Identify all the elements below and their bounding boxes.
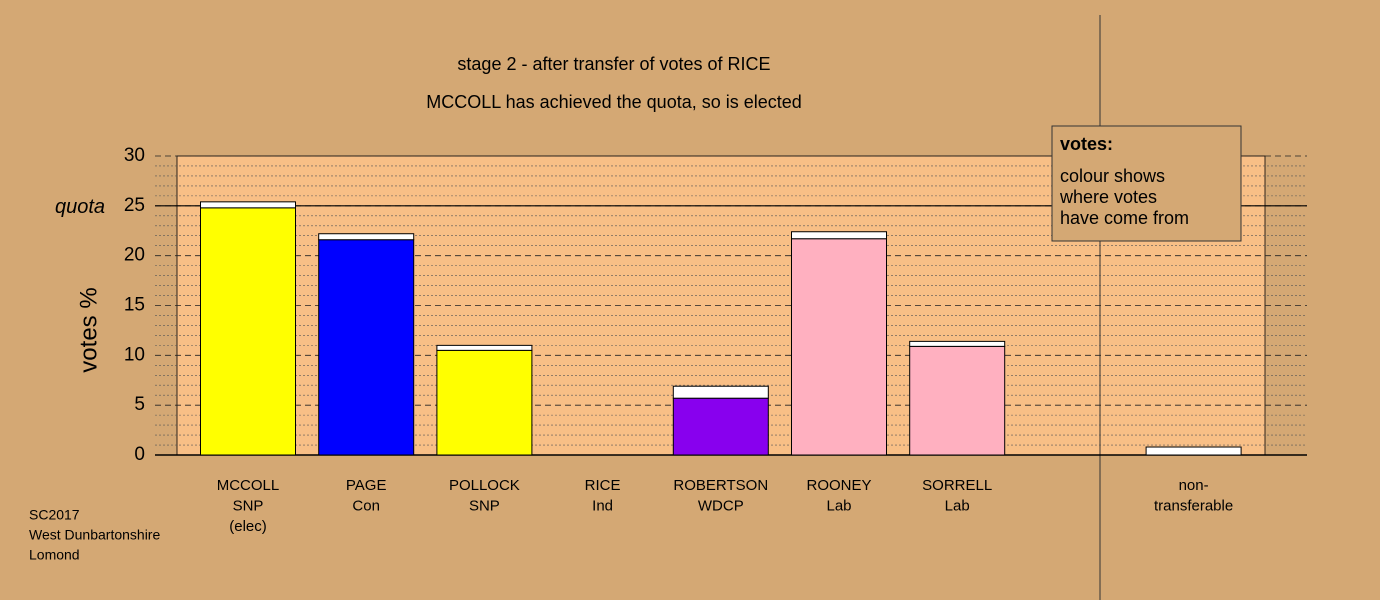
x-tick-label: Ind	[592, 497, 613, 514]
x-tick-label: non-	[1179, 477, 1209, 494]
x-tick-label: SNP	[233, 497, 264, 514]
y-tick-label: 15	[124, 295, 145, 316]
bar-segment	[200, 207, 296, 456]
x-tick-label: ROBERTSON	[673, 477, 768, 494]
chart-title: stage 2 - after transfer of votes of RIC…	[457, 54, 770, 74]
bar-segment	[791, 231, 887, 240]
legend-line: have come from	[1060, 208, 1189, 228]
x-tick-label: Lab	[826, 497, 851, 514]
legend-box	[1051, 125, 1242, 242]
footnote: West Dunbartonshire	[29, 527, 160, 543]
bar-segment	[200, 201, 296, 209]
y-tick-label: 5	[134, 394, 145, 415]
x-tick-label: ROONEY	[806, 477, 871, 494]
y-axis-label: votes %	[75, 287, 102, 372]
legend-line: colour shows	[1060, 166, 1165, 186]
legend-line: where votes	[1059, 187, 1157, 207]
bar-segment	[672, 397, 769, 456]
quota-label: quota	[55, 196, 105, 218]
x-tick-label: WDCP	[698, 497, 744, 514]
x-tick-label: SORRELL	[922, 477, 992, 494]
x-tick-label: RICE	[585, 477, 621, 494]
x-tick-label: SNP	[469, 497, 500, 514]
bar-segment	[318, 233, 415, 241]
legend-title: votes:	[1060, 134, 1113, 154]
bar-segment	[436, 349, 533, 456]
y-tick-label: 0	[134, 444, 145, 465]
bar-segment	[436, 344, 533, 351]
y-tick-label: 20	[124, 245, 145, 266]
x-tick-label: Lab	[945, 497, 970, 514]
x-tick-label: (elec)	[229, 518, 267, 535]
x-tick-label: transferable	[1154, 497, 1233, 514]
y-tick-label: 10	[124, 344, 145, 365]
x-tick-label: PAGE	[346, 477, 387, 494]
x-tick-label: POLLOCK	[449, 477, 520, 494]
bar-segment	[909, 340, 1006, 347]
bar-segment	[1145, 446, 1242, 456]
footnote: Lomond	[29, 547, 80, 563]
chart-subtitle: MCCOLL has achieved the quota, so is ele…	[426, 92, 802, 112]
bar-segment	[909, 345, 1006, 456]
footnote: SC2017	[29, 507, 80, 523]
x-tick-label: MCCOLL	[217, 477, 280, 494]
bar-segment	[791, 238, 887, 456]
bar-segment	[318, 239, 415, 456]
y-tick-label: 25	[124, 195, 145, 216]
bar-segment	[672, 385, 769, 399]
x-tick-label: Con	[352, 497, 380, 514]
y-tick-label: 30	[124, 145, 145, 166]
